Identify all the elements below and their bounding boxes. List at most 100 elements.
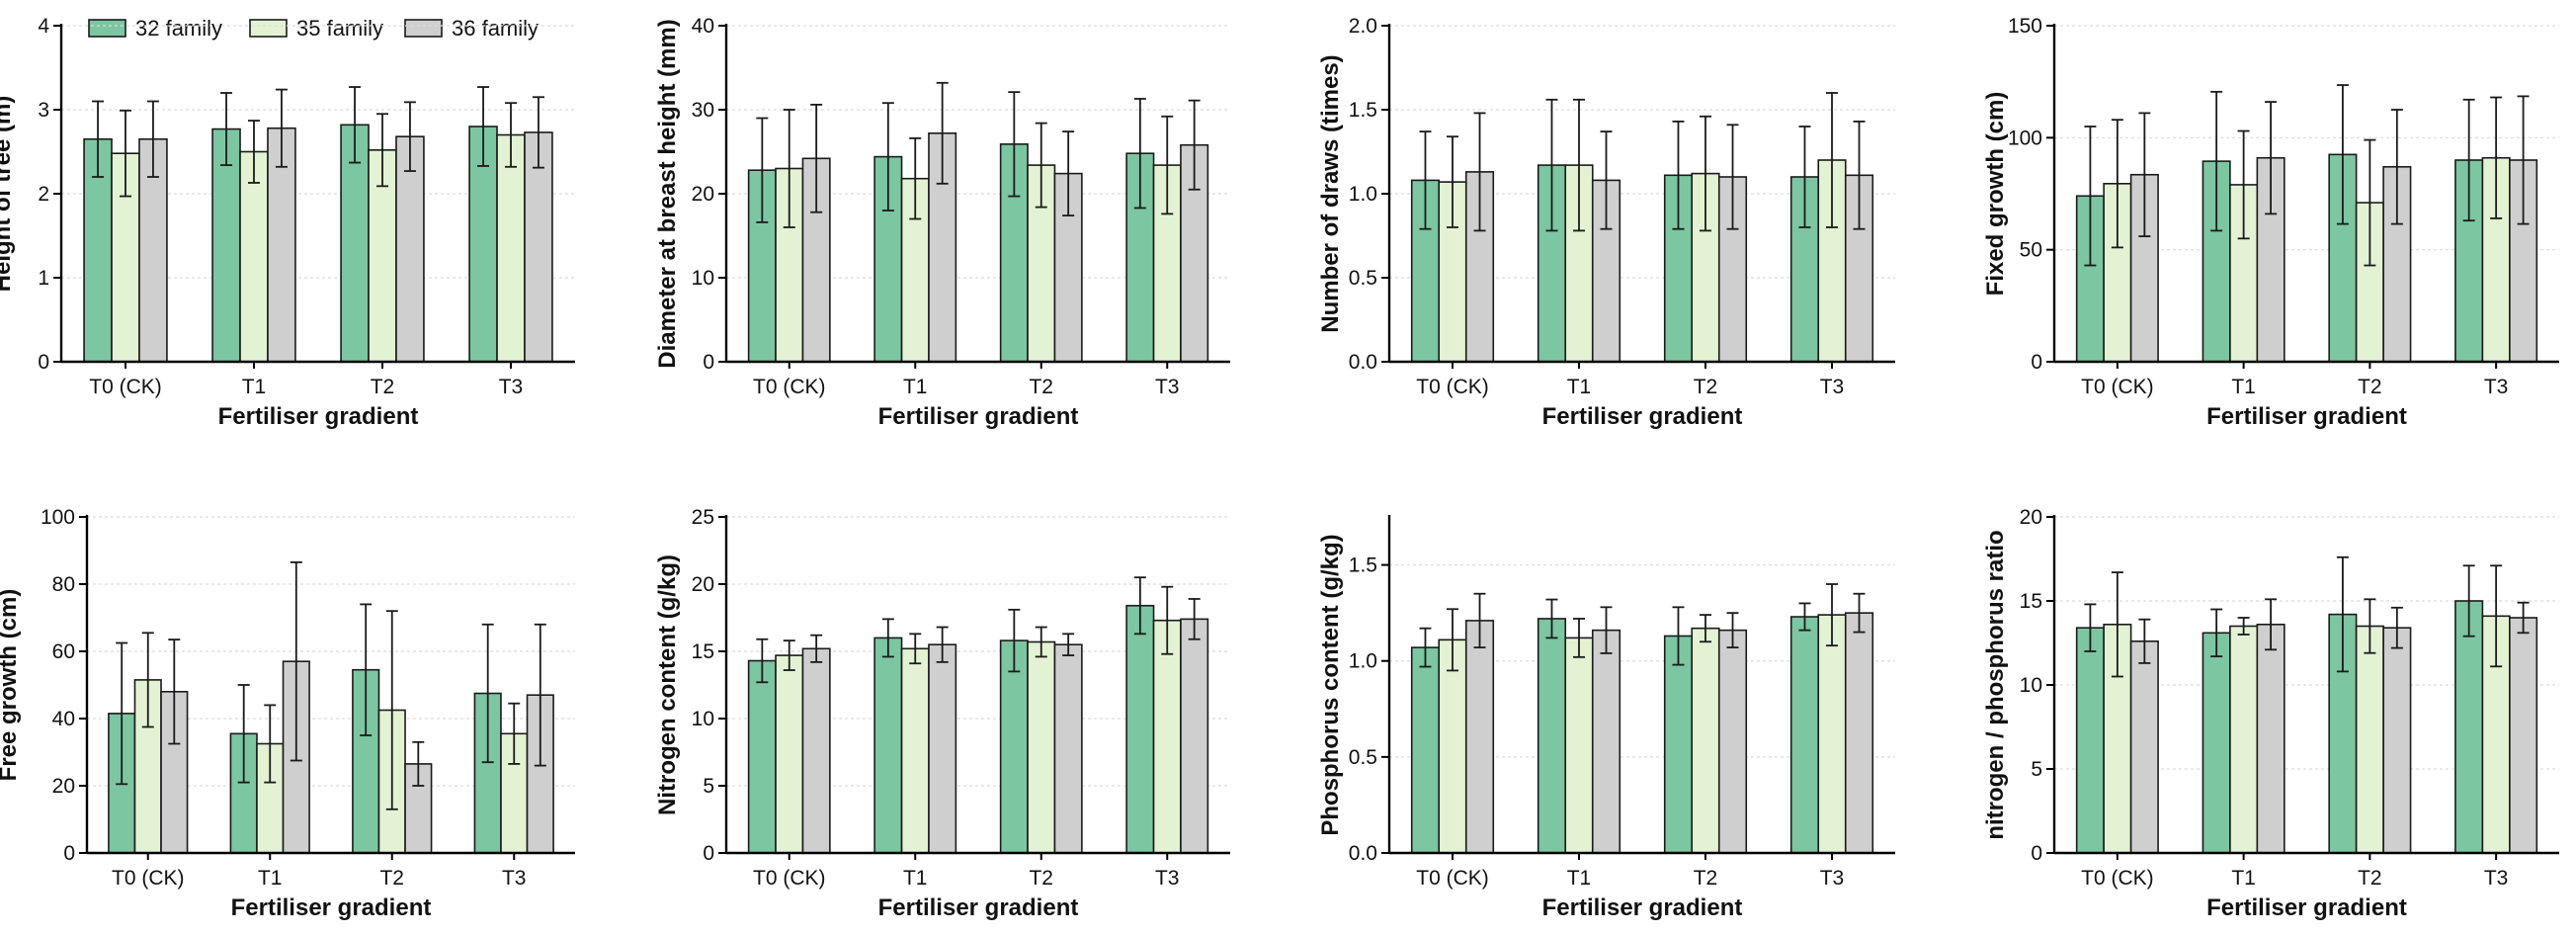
x-axis-title: Fertiliser gradient — [2206, 894, 2407, 921]
bar-35-family-t2 — [2355, 625, 2384, 854]
y-tick-label: 0 — [703, 842, 714, 865]
y-tick-label: 20 — [2020, 506, 2042, 529]
x-tick-label: T3 — [2484, 376, 2509, 398]
bar-36-family-t1 — [1591, 629, 1621, 854]
bar-36-family-t2 — [2382, 627, 2412, 854]
bar-35-family-t3 — [1152, 619, 1182, 854]
chart-panels: 0 1 2 3 4 T0 (CK) T1 T2 T3 Fertiliser gradient Hei… — [0, 15, 2559, 921]
bar-32-family-t3 — [1789, 616, 1820, 854]
y-axis-title: Free growth (cm) — [0, 589, 22, 782]
x-tick-label: T2 — [379, 867, 404, 890]
x-tick-label: T2 — [1029, 376, 1053, 398]
y-tick-label: 5 — [703, 775, 714, 798]
bar-32-family-t2 — [999, 639, 1029, 854]
x-tick-label: T2 — [1694, 376, 1718, 398]
x-tick-label: T0 (CK) — [1416, 867, 1489, 890]
x-tick-label: T0 (CK) — [89, 376, 162, 398]
x-tick-label: T0 (CK) — [112, 867, 185, 890]
chart-panel-3: 0.0 0.5 1.0 1.5 2.0 T0 (CK) T1 T2 T3 Fertiliser g… — [1317, 15, 1895, 430]
bar-32-family-t1 — [2202, 632, 2231, 854]
x-axis-title: Fertiliser gradient — [878, 403, 1079, 430]
x-tick-label: T0 (CK) — [2081, 867, 2154, 890]
x-tick-label: T0 (CK) — [1416, 376, 1489, 398]
bar-32-family-t3 — [1125, 604, 1155, 854]
y-axis-title: Height of tree (m) — [0, 96, 16, 293]
y-tick-label: 20 — [52, 775, 75, 798]
x-tick-label: T1 — [2231, 376, 2256, 398]
bar-35-family-t0-ck — [775, 654, 804, 854]
y-tick-label: 100 — [2008, 127, 2042, 149]
y-axis-title: Phosphorus content (g/kg) — [1317, 534, 1344, 835]
bar-36-family-t2 — [404, 763, 433, 854]
bar-32-family-t0-ck — [2075, 627, 2105, 854]
x-tick-label: T3 — [502, 867, 527, 890]
y-tick-label: 0 — [63, 842, 75, 865]
x-tick-label: T3 — [1820, 376, 1845, 398]
y-axis-title: Nitrogen content (g/kg) — [654, 554, 681, 815]
y-tick-label: 0.0 — [1349, 842, 1377, 865]
bar-32-family-t1 — [873, 637, 903, 854]
legend-swatch-35-family — [249, 19, 288, 38]
bar-36-family-t1 — [928, 643, 957, 854]
x-tick-label: T3 — [1820, 867, 1845, 890]
y-tick-label: 10 — [2020, 674, 2042, 697]
y-tick-label: 0.0 — [1349, 351, 1377, 374]
y-tick-label: 50 — [2020, 239, 2042, 262]
y-tick-label: 1.0 — [1349, 183, 1377, 206]
y-tick-label: 60 — [52, 640, 75, 663]
x-axis-title: Fertiliser gradient — [2206, 403, 2407, 430]
bar-36-family-t2 — [1053, 643, 1083, 854]
y-tick-label: 3 — [38, 99, 49, 122]
bar-32-family-t1 — [211, 128, 241, 363]
y-tick-label: 2.0 — [1349, 15, 1377, 38]
legend-swatch-32-family — [88, 19, 126, 38]
bar-36-family-t3 — [1180, 618, 1209, 854]
x-axis-title: Fertiliser gradient — [1542, 403, 1743, 430]
legend-swatch-36-family — [404, 19, 443, 38]
x-tick-label: T1 — [903, 376, 928, 398]
bar-35-family-t2 — [1027, 640, 1056, 854]
y-tick-label: 1.5 — [1349, 554, 1377, 577]
x-tick-label: T3 — [1155, 376, 1180, 398]
y-axis-title: Number of draws (times) — [1317, 54, 1344, 332]
bar-36-family-t0-ck — [1464, 620, 1495, 854]
x-tick-label: T2 — [2358, 376, 2382, 398]
y-tick-label: 0 — [703, 351, 714, 374]
bar-35-family-t1 — [900, 647, 930, 854]
x-tick-label: T1 — [258, 867, 283, 890]
bar-36-family-t3 — [526, 694, 554, 854]
y-tick-label: 4 — [38, 15, 49, 38]
bar-36-family-t1 — [2256, 623, 2285, 854]
bar-35-family-t1 — [1564, 637, 1594, 854]
chart-panel-5: 0 20 40 60 80 100 T0 (CK) T1 T2 T3 Fertiliser grad… — [0, 506, 575, 921]
y-tick-label: 5 — [2031, 758, 2042, 781]
y-axis-title: Fixed growth (cm) — [1982, 92, 2009, 297]
y-tick-label: 2 — [38, 183, 49, 206]
y-tick-label: 0 — [2031, 842, 2042, 865]
x-tick-label: T1 — [2231, 867, 2256, 890]
bar-32-family-t0-ck — [747, 659, 777, 854]
x-tick-label: T2 — [371, 376, 395, 398]
chart-panel-6: 0 5 10 15 20 25 T0 (CK) T1 T2 T3 Fertiliser gradie… — [654, 506, 1230, 921]
bar-32-family-t3 — [2454, 600, 2484, 854]
x-tick-label: T1 — [1567, 376, 1592, 398]
bar-36-family-t3 — [1844, 612, 1874, 854]
y-tick-label: 20 — [692, 183, 714, 206]
legend-label-32-family: 32 family — [135, 16, 222, 41]
bar-36-family-t0-ck — [801, 157, 831, 363]
y-tick-label: 15 — [692, 640, 714, 663]
y-tick-label: 30 — [692, 99, 714, 122]
bar-35-family-t0-ck — [1438, 638, 1467, 854]
y-tick-label: 1 — [38, 267, 49, 290]
x-tick-label: T1 — [242, 376, 267, 398]
y-tick-label: 1.5 — [1349, 99, 1377, 122]
y-tick-label: 0.5 — [1349, 746, 1377, 769]
x-tick-label: T3 — [499, 376, 524, 398]
bar-32-family-t0-ck — [1410, 646, 1441, 854]
legend-label-36-family: 36 family — [452, 16, 539, 41]
x-tick-label: T0 (CK) — [2081, 376, 2154, 398]
y-tick-label: 1.0 — [1349, 650, 1377, 673]
y-tick-label: 10 — [692, 708, 714, 730]
x-tick-label: T2 — [1694, 867, 1718, 890]
